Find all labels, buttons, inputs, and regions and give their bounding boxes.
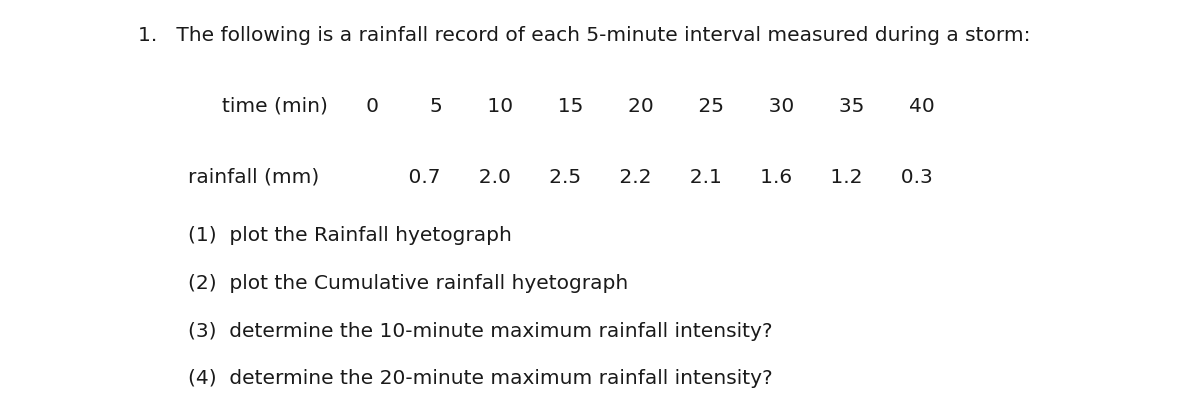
Text: (4)  determine the 20-minute maximum rainfall intensity?: (4) determine the 20-minute maximum rain… (188, 369, 773, 388)
Text: (1)  plot the Rainfall hyetograph: (1) plot the Rainfall hyetograph (188, 226, 512, 245)
Text: 1.   The following is a rainfall record of each 5-minute interval measured durin: 1. The following is a rainfall record of… (138, 26, 1031, 45)
Text: time (min)      0        5       10       15       20       25       30       35: time (min) 0 5 10 15 20 25 30 35 (222, 97, 935, 116)
Text: (3)  determine the 10-minute maximum rainfall intensity?: (3) determine the 10-minute maximum rain… (188, 322, 773, 341)
Text: (2)  plot the Cumulative rainfall hyetograph: (2) plot the Cumulative rainfall hyetogr… (188, 274, 629, 293)
Text: rainfall (mm)              0.7      2.0      2.5      2.2      2.1      1.6     : rainfall (mm) 0.7 2.0 2.5 2.2 2.1 1.6 (188, 167, 934, 186)
